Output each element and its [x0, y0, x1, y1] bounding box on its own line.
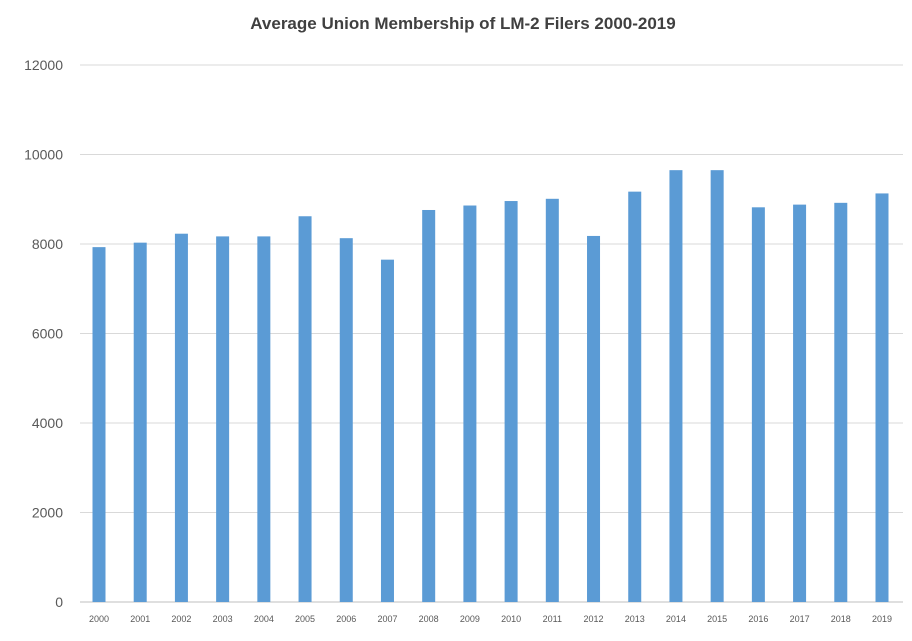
y-tick-label: 10000: [24, 147, 63, 163]
bar-2009: [463, 205, 477, 602]
y-tick-label: 0: [55, 594, 63, 610]
bar-2004: [257, 236, 271, 602]
x-tick-label: 2016: [748, 614, 768, 624]
x-tick-label: 2001: [130, 614, 150, 624]
x-tick-label: 2015: [707, 614, 727, 624]
bar-2019: [875, 193, 889, 602]
x-tick-label: 2010: [501, 614, 521, 624]
bar-2003: [216, 236, 230, 602]
x-tick-label: 2006: [336, 614, 356, 624]
x-tick-label: 2005: [295, 614, 315, 624]
x-tick-label: 2018: [831, 614, 851, 624]
bar-2012: [587, 235, 601, 602]
bar-2018: [834, 202, 848, 602]
bar-2006: [339, 238, 353, 602]
bar-2000: [92, 247, 106, 602]
y-axis-ticks: 0 2000 4000 6000 8000 10000 12000: [24, 57, 63, 610]
x-tick-label: 2017: [790, 614, 810, 624]
x-tick-label: 2019: [872, 614, 892, 624]
chart-title: Average Union Membership of LM-2 Filers …: [250, 14, 675, 33]
bar-2015: [710, 170, 724, 602]
bar-2001: [133, 242, 147, 602]
x-tick-label: 2002: [171, 614, 191, 624]
bars-layer: [92, 170, 889, 603]
bar-2002: [174, 233, 188, 602]
x-tick-label: 2003: [213, 614, 233, 624]
bar-2008: [422, 209, 436, 603]
bar-2010: [504, 201, 518, 603]
y-tick-label: 4000: [32, 415, 63, 431]
y-tick-label: 8000: [32, 236, 63, 252]
x-tick-label: 2009: [460, 614, 480, 624]
bar-2013: [628, 191, 642, 602]
x-tick-label: 2007: [377, 614, 397, 624]
grid-layer: [80, 64, 903, 603]
bar-2014: [669, 170, 683, 602]
x-tick-label: 2012: [584, 614, 604, 624]
y-tick-label: 6000: [32, 326, 63, 342]
bar-2011: [545, 198, 559, 603]
bar-2007: [380, 259, 394, 602]
x-tick-label: 2008: [419, 614, 439, 624]
bar-2005: [298, 216, 312, 602]
x-axis-ticks: 2000 2001 2002 2003 2004 2005 2006 2007 2008 2009…: [89, 614, 892, 624]
y-tick-label: 2000: [32, 505, 63, 521]
x-tick-label: 2013: [625, 614, 645, 624]
bar-2017: [793, 204, 807, 602]
y-tick-label: 12000: [24, 57, 63, 73]
x-tick-label: 2011: [543, 614, 562, 624]
bar-2016: [751, 207, 765, 602]
x-tick-label: 2014: [666, 614, 686, 624]
x-tick-label: 2004: [254, 614, 274, 624]
x-tick-label: 2000: [89, 614, 109, 624]
